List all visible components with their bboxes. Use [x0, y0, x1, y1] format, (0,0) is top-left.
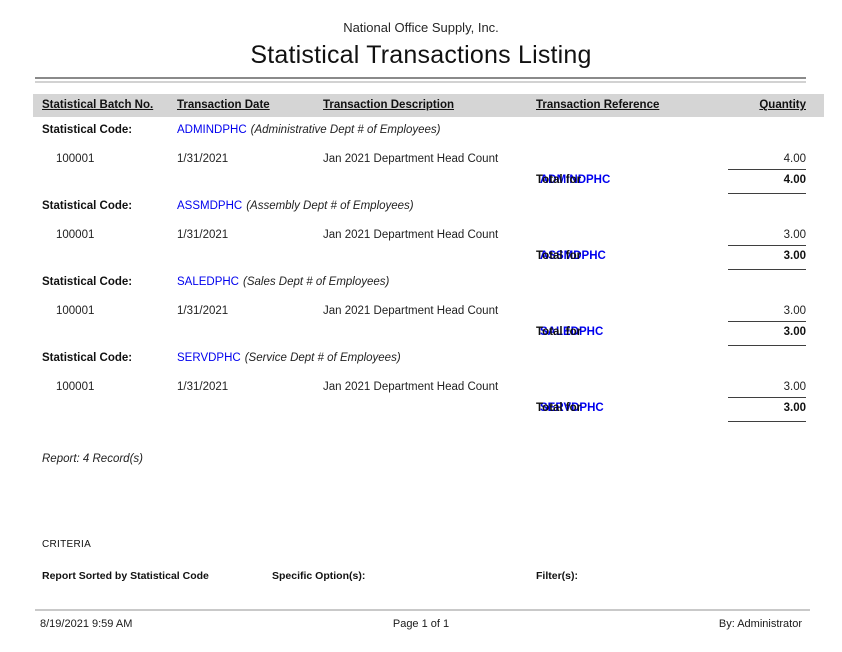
criteria-filters-label: Filter(s):	[536, 570, 578, 582]
transaction-quantity: 3.00	[783, 381, 806, 393]
transaction-quantity: 3.00	[783, 305, 806, 317]
transaction-date: 1/31/2021	[177, 381, 229, 393]
column-header-description: Transaction Description	[323, 99, 455, 111]
total-rule	[728, 421, 806, 422]
section-code-row: Statistical Code: SERVDPHC (Service Dept …	[0, 351, 842, 365]
transaction-row: 100001 1/31/2021 Jan 2021 Department Hea…	[0, 152, 842, 166]
section-code-row: Statistical Code: ASSMDPHC (Assembly Dept…	[0, 199, 842, 213]
transaction-description: Jan 2021 Department Head Count	[323, 305, 499, 317]
code-group: ASSMDPHC (Assembly Dept # of Employees)	[177, 199, 414, 213]
total-code-value: SERVDPHC	[540, 402, 604, 414]
transaction-quantity: 3.00	[783, 229, 806, 241]
criteria-heading: CRITERIA	[42, 539, 92, 550]
footer-divider	[35, 609, 810, 611]
statistical-code-value: SERVDPHC	[177, 352, 241, 364]
footer-generated-by: By: Administrator	[718, 618, 802, 630]
statistical-code-label: Statistical Code:	[42, 124, 133, 136]
transaction-row: 100001 1/31/2021 Jan 2021 Department Hea…	[0, 380, 842, 394]
transaction-row: 100001 1/31/2021 Jan 2021 Department Hea…	[0, 228, 842, 242]
statistical-code-section: Statistical Code: SERVDPHC (Service Dept …	[0, 351, 842, 427]
transaction-date: 1/31/2021	[177, 153, 229, 165]
company-name: National Office Supply, Inc.	[343, 20, 499, 35]
batch-number: 100001	[56, 381, 95, 393]
code-group: SALEDPHC (Sales Dept # of Employees)	[177, 275, 389, 289]
total-rule	[728, 193, 806, 194]
column-header-reference: Transaction Reference	[536, 99, 660, 111]
transaction-quantity: 4.00	[783, 153, 806, 165]
statistical-code-description: (Assembly Dept # of Employees)	[246, 200, 414, 212]
total-code-value: SALEDPHC	[540, 326, 604, 338]
total-quantity: 3.00	[783, 250, 806, 262]
code-group: SERVDPHC (Service Dept # of Employees)	[177, 351, 401, 365]
report-body: Statistical Code: ADMINDPHC (Administrati…	[0, 123, 842, 427]
section-code-row: Statistical Code: ADMINDPHC (Administrati…	[0, 123, 842, 137]
column-header-bar: Statistical Batch No. Transaction Date T…	[33, 94, 824, 117]
statistical-code-description: (Sales Dept # of Employees)	[243, 276, 390, 288]
batch-number: 100001	[56, 229, 95, 241]
total-label: Total for SERVDPHC	[536, 402, 604, 414]
statistical-code-label: Statistical Code:	[42, 276, 133, 288]
total-quantity: 3.00	[783, 326, 806, 338]
divider-light-line	[35, 81, 806, 83]
statistical-code-value: ASSMDPHC	[177, 200, 243, 212]
criteria-sorted-by: Report Sorted by Statistical Code	[42, 570, 209, 582]
section-total-row: Total for SERVDPHC 3.00	[0, 401, 842, 415]
record-count-summary: Report: 4 Record(s)	[42, 453, 143, 465]
transaction-date: 1/31/2021	[177, 229, 229, 241]
transaction-description: Jan 2021 Department Head Count	[323, 381, 499, 393]
batch-number: 100001	[56, 153, 95, 165]
transaction-row: 100001 1/31/2021 Jan 2021 Department Hea…	[0, 304, 842, 318]
total-code-value: ASSMDPHC	[540, 250, 606, 262]
column-header-date: Transaction Date	[177, 99, 270, 111]
section-total-row: Total for SALEDPHC 3.00	[0, 325, 842, 339]
total-rule	[728, 269, 806, 270]
code-group: ADMINDPHC (Administrative Dept # of Emplo…	[177, 123, 440, 137]
column-header-quantity: Quantity	[759, 99, 806, 111]
section-total-row: Total for ASSMDPHC 3.00	[0, 249, 842, 263]
divider-dark-line	[35, 77, 806, 79]
report-title: Statistical Transactions Listing	[250, 41, 592, 69]
total-label: Total for SALEDPHC	[536, 326, 604, 338]
statistical-code-description: (Administrative Dept # of Employees)	[250, 124, 441, 136]
section-total-row: Total for ADMINDPHC 4.00	[0, 173, 842, 187]
statistical-code-value: ADMINDPHC	[177, 124, 247, 136]
transaction-date: 1/31/2021	[177, 305, 229, 317]
statistical-code-section: Statistical Code: ASSMDPHC (Assembly Dept…	[0, 199, 842, 275]
footer-datetime: 8/19/2021 9:59 AM	[40, 618, 133, 630]
subtotal-rule	[728, 321, 806, 322]
batch-number: 100001	[56, 305, 95, 317]
total-label: Total for ASSMDPHC	[536, 250, 606, 262]
statistical-code-section: Statistical Code: SALEDPHC (Sales Dept # …	[0, 275, 842, 351]
criteria-specific-options-label: Specific Option(s):	[272, 570, 366, 582]
statistical-code-label: Statistical Code:	[42, 200, 133, 212]
subtotal-rule	[728, 169, 806, 170]
page-footer: 8/19/2021 9:59 AM Page 1 of 1 By: Admini…	[0, 618, 842, 632]
criteria-row: Report Sorted by Statistical Code Specif…	[0, 570, 842, 583]
subtotal-rule	[728, 397, 806, 398]
total-quantity: 4.00	[783, 174, 806, 186]
subtotal-rule	[728, 245, 806, 246]
statistical-code-description: (Service Dept # of Employees)	[244, 352, 401, 364]
total-quantity: 3.00	[783, 402, 806, 414]
footer-page-number: Page 1 of 1	[392, 618, 450, 630]
statistical-code-value: SALEDPHC	[177, 276, 239, 288]
total-label: Total for ADMINDPHC	[536, 174, 611, 186]
title-divider	[35, 77, 806, 83]
section-code-row: Statistical Code: SALEDPHC (Sales Dept # …	[0, 275, 842, 289]
statistical-code-label: Statistical Code:	[42, 352, 133, 364]
statistical-code-section: Statistical Code: ADMINDPHC (Administrati…	[0, 123, 842, 199]
column-header-batch: Statistical Batch No.	[42, 99, 154, 111]
total-code-value: ADMINDPHC	[540, 174, 611, 186]
transaction-description: Jan 2021 Department Head Count	[323, 229, 499, 241]
transaction-description: Jan 2021 Department Head Count	[323, 153, 499, 165]
total-rule	[728, 345, 806, 346]
